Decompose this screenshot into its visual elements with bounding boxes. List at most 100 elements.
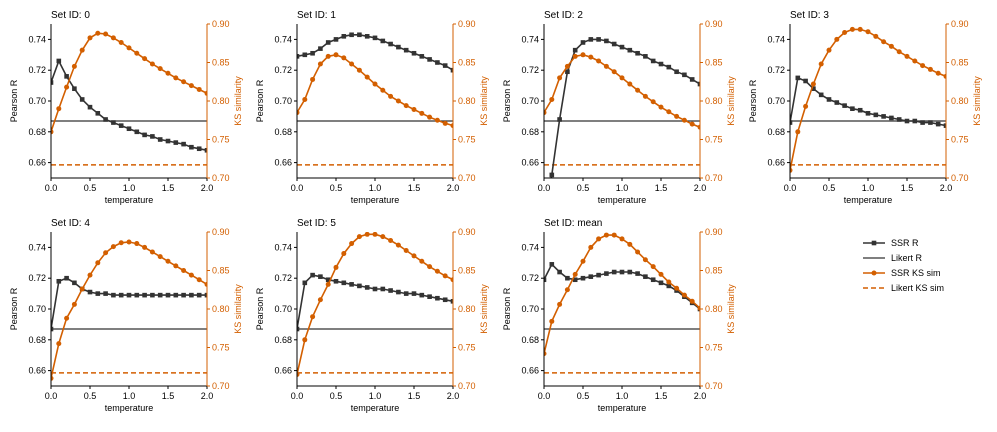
ssr-r-point bbox=[795, 75, 801, 81]
panel-5: Set ID: 5 0.0 0.5 1.0 1.5 2.0 0.66 0.68 0.70 0.72… bbox=[255, 218, 489, 413]
ssr-r-point bbox=[396, 44, 401, 50]
y-axis-label: Pearson R bbox=[255, 287, 265, 330]
y2-axis-label: KS similarity bbox=[726, 76, 736, 126]
ssr-r-point bbox=[549, 172, 555, 178]
ssr-ks-point bbox=[419, 258, 425, 264]
ssr-r-point bbox=[826, 97, 832, 102]
ssr-ks-point bbox=[341, 55, 347, 61]
ssr-ks-point bbox=[333, 264, 339, 270]
y-tick-label: 0.68 bbox=[767, 127, 785, 137]
y2-tick-label: 0.85 bbox=[705, 266, 723, 276]
panel-6: Set ID: mean 0.0 0.5 1.0 1.5 2.0 0.66 0.68 0.70 0… bbox=[502, 218, 736, 413]
y2-axis-label: KS similarity bbox=[479, 76, 489, 126]
ssr-r-point bbox=[372, 286, 378, 292]
legend-label-likert-r: Likert R bbox=[891, 253, 923, 263]
ssr-r-point bbox=[341, 34, 347, 39]
ssr-ks-point bbox=[557, 301, 563, 307]
ssr-ks-point bbox=[912, 58, 918, 64]
ssr-r-point bbox=[72, 280, 77, 286]
ssr-r-point bbox=[588, 274, 594, 279]
ssr-r-point bbox=[435, 60, 440, 65]
ssr-ks-point bbox=[173, 263, 179, 269]
ssr-ks-point bbox=[419, 110, 425, 116]
y2-tick-label: 0.75 bbox=[212, 343, 230, 353]
ssr-ks-point bbox=[450, 277, 453, 283]
y-tick-label: 0.72 bbox=[274, 273, 292, 283]
ssr-ks-point bbox=[403, 247, 409, 253]
y2-tick-label: 0.90 bbox=[705, 19, 723, 29]
y-tick-label: 0.72 bbox=[521, 273, 539, 283]
ssr-ks-point bbox=[611, 232, 617, 238]
ssr-ks-point bbox=[196, 86, 202, 92]
ssr-ks-point bbox=[580, 52, 586, 58]
legend-label-ssr-ks: SSR KS sim bbox=[891, 268, 941, 278]
ssr-r-point bbox=[896, 117, 902, 122]
ssr-r-point bbox=[635, 50, 640, 56]
ssr-ks-point bbox=[341, 251, 347, 257]
legend-label-ssr-r: SSR R bbox=[891, 238, 919, 248]
ssr-r-point bbox=[87, 289, 93, 295]
y2-tick-label: 0.75 bbox=[458, 343, 476, 353]
ssr-r-point bbox=[643, 274, 648, 279]
ssr-ks-point bbox=[103, 250, 109, 256]
ssr-ks-point bbox=[627, 241, 633, 247]
y-tick-label: 0.68 bbox=[274, 127, 292, 137]
ssr-ks-point bbox=[697, 305, 700, 311]
x-tick-label: 0.5 bbox=[330, 391, 343, 401]
ssr-ks-point bbox=[411, 253, 417, 259]
ssr-r-point bbox=[111, 120, 116, 125]
y-tick-label: 0.74 bbox=[28, 242, 46, 252]
ssr-r-point bbox=[635, 271, 640, 276]
y-tick-label: 0.74 bbox=[274, 242, 292, 252]
plot-area bbox=[297, 232, 453, 377]
ssr-r-point bbox=[103, 291, 108, 296]
panel-title: Set ID: 1 bbox=[297, 10, 336, 21]
ssr-r-point bbox=[557, 269, 562, 275]
ssr-ks-point bbox=[666, 109, 672, 115]
ssr-r-point bbox=[544, 277, 547, 283]
ssr-r-point bbox=[658, 61, 664, 67]
legend: SSR R Likert R SSR KS sim Likert KS sim bbox=[863, 238, 944, 293]
ssr-r-point bbox=[302, 280, 308, 286]
ssr-ks-point bbox=[173, 75, 179, 81]
x-tick-label: 1.0 bbox=[616, 391, 629, 401]
y2-axis-label: KS similarity bbox=[479, 284, 489, 334]
x-tick-label: 2.0 bbox=[694, 391, 707, 401]
y2-tick-label: 0.90 bbox=[212, 227, 230, 237]
x-tick-label: 0.5 bbox=[577, 391, 590, 401]
ssr-ks-point bbox=[188, 83, 194, 89]
ssr-ks-point bbox=[157, 66, 163, 72]
ssr-r-point bbox=[118, 292, 124, 298]
y2-tick-label: 0.85 bbox=[212, 266, 230, 276]
y-tick-label: 0.74 bbox=[274, 34, 292, 44]
ssr-r-line bbox=[51, 58, 207, 152]
x-tick-label: 2.0 bbox=[447, 391, 460, 401]
y-tick-label: 0.72 bbox=[767, 65, 785, 75]
ssr-ks-point bbox=[544, 351, 547, 357]
ssr-r-point bbox=[572, 47, 578, 53]
ssr-r-point bbox=[297, 326, 300, 332]
y2-tick-label: 0.70 bbox=[458, 381, 476, 391]
ssr-ks-point bbox=[204, 90, 207, 96]
ssr-r-point bbox=[611, 269, 617, 275]
ssr-ks-point bbox=[849, 26, 855, 32]
x-axis-label: temperature bbox=[105, 195, 154, 205]
ssr-ks-point bbox=[134, 241, 140, 247]
y-tick-label: 0.70 bbox=[521, 304, 539, 314]
ssr-r-point bbox=[388, 41, 393, 47]
ssr-ks-point bbox=[372, 232, 378, 237]
ssr-r-point bbox=[196, 146, 202, 152]
plot-area bbox=[544, 232, 700, 374]
ssr-r-point bbox=[79, 97, 85, 102]
ssr-ks-point bbox=[95, 30, 101, 36]
ssr-ks-point bbox=[204, 281, 207, 287]
x-tick-label: 1.0 bbox=[123, 183, 136, 193]
ssr-ks-line bbox=[544, 234, 700, 354]
ssr-ks-point bbox=[302, 337, 308, 343]
ssr-r-point bbox=[565, 275, 570, 281]
ssr-r-point bbox=[604, 38, 609, 44]
x-tick-label: 0.0 bbox=[784, 183, 797, 193]
ssr-r-point bbox=[126, 126, 132, 132]
ssr-r-point bbox=[56, 58, 62, 64]
ssr-r-point bbox=[904, 118, 910, 124]
